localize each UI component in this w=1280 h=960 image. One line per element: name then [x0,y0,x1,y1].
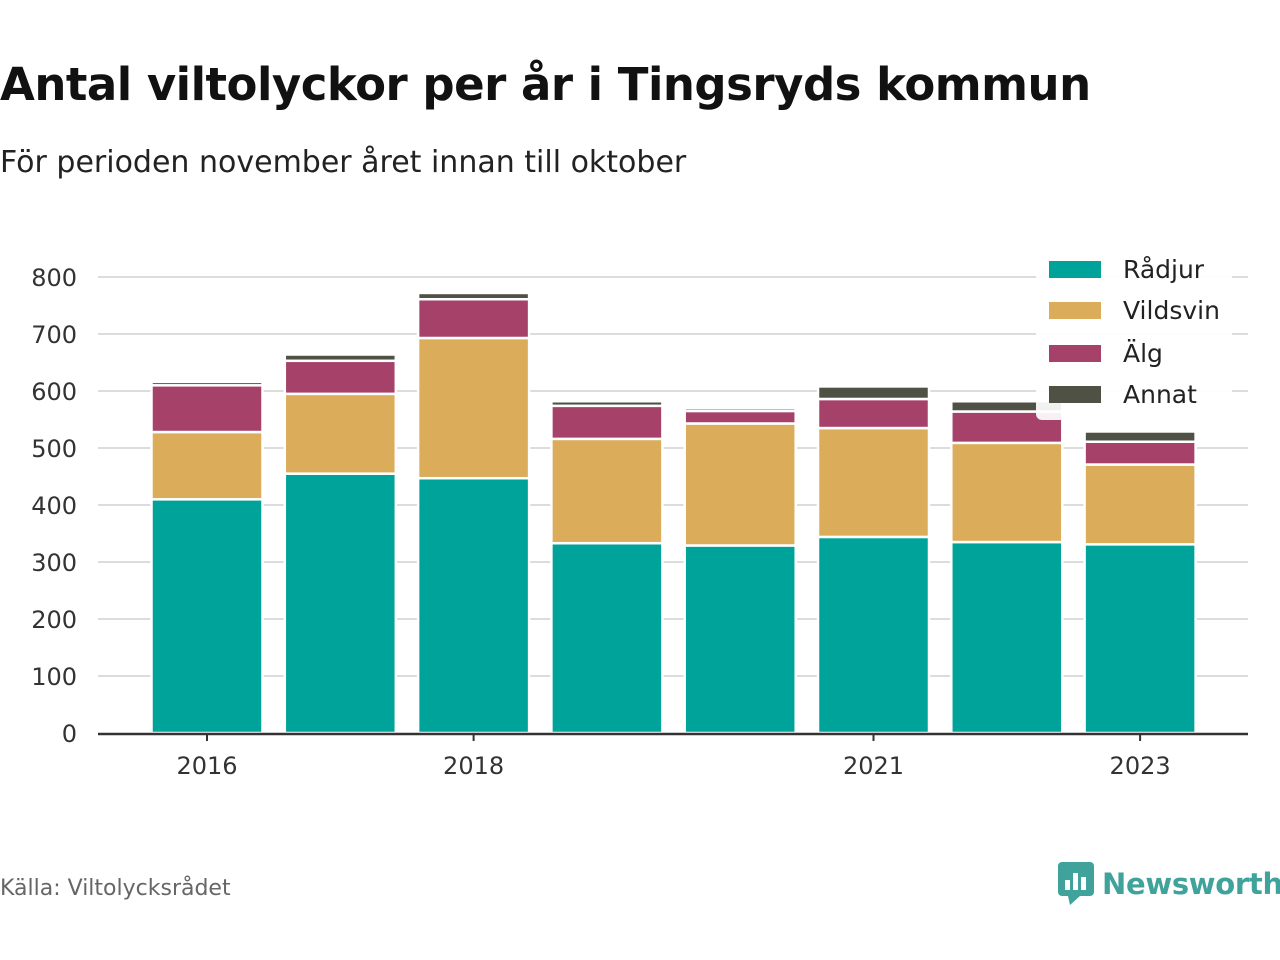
bar-segment-älg-2020 [683,409,797,425]
legend-item-vildsvin[interactable]: Vildsvin [1049,296,1220,325]
y-tick-label: 0 [62,720,77,748]
legend-item-älg[interactable]: Älg [1049,339,1163,368]
y-axis-tick-labels: 0 100 200 300 400 500 600 700 800 [31,264,77,748]
bar-segment-vildsvin-2022 [950,441,1064,544]
legend: Rådjur Vildsvin Älg Annat [1036,250,1232,420]
x-tick-label: 2016 [176,752,237,780]
bar-segment-vildsvin-2016 [150,430,264,501]
legend-label: Annat [1123,380,1197,409]
bar-segment-vildsvin-2017 [283,392,398,475]
bar-segment-rådjur-2021 [816,535,931,735]
bar-segment-vildsvin-2023 [1083,463,1197,546]
newsworthy-logo-icon [1058,862,1094,905]
y-tick-label: 400 [31,492,77,520]
legend-label: Vildsvin [1123,296,1220,325]
legend-item-annat[interactable]: Annat [1049,380,1197,409]
bar-segment-rådjur-2023 [1083,543,1197,735]
legend-background [1036,250,1232,420]
y-tick-label: 100 [31,663,77,691]
bar-segment-älg-2017 [283,359,398,396]
source-note: Källa: Viltolycksrådet [0,876,231,901]
brand-logo[interactable]: Newsworthy [1058,862,1280,906]
legend-swatch [1049,386,1101,403]
bar-segment-annat-2018 [416,291,531,301]
bar-segment-vildsvin-2019 [550,437,664,545]
legend-swatch [1049,302,1101,319]
bars [150,291,1197,735]
bar-segment-rådjur-2022 [950,540,1064,735]
y-tick-label: 600 [31,378,77,406]
chart-subtitle: För perioden november året innan till ok… [0,145,687,180]
x-tick-label: 2023 [1110,752,1171,780]
bar-segment-älg-2021 [816,397,931,430]
y-tick-label: 500 [31,435,77,463]
bar-segment-vildsvin-2021 [816,426,931,539]
bar-segment-älg-2018 [416,297,531,340]
bar-segment-rådjur-2019 [550,541,664,735]
chart-title: Antal viltolyckor per år i Tingsryds kom… [0,58,1091,111]
y-tick-label: 200 [31,606,77,634]
bar-segment-annat-2016 [150,380,264,387]
bar-segment-annat-2017 [283,353,398,363]
bar-segment-älg-2023 [1083,440,1197,466]
x-tick-label: 2021 [843,752,904,780]
bar-segment-rådjur-2017 [283,472,398,735]
bar-segment-älg-2016 [150,384,264,434]
legend-item-rådjur[interactable]: Rådjur [1049,255,1205,284]
brand-name: Newsworthy [1102,867,1280,901]
bar-segment-älg-2019 [550,404,664,441]
legend-swatch [1049,261,1101,278]
y-tick-label: 700 [31,321,77,349]
bar-segment-annat-2020 [683,406,797,413]
legend-label: Älg [1123,339,1163,368]
y-tick-label: 300 [31,549,77,577]
bar-segment-annat-2021 [816,385,931,401]
legend-swatch [1049,345,1101,362]
y-tick-label: 800 [31,264,77,292]
bar-segment-rådjur-2020 [683,544,797,735]
bar-segment-rådjur-2016 [150,498,264,735]
legend-label: Rådjur [1123,255,1205,284]
x-tick-label: 2018 [443,752,504,780]
bar-segment-vildsvin-2020 [683,422,797,547]
bar-segment-annat-2023 [1083,430,1197,443]
bar-segment-vildsvin-2018 [416,336,531,480]
bar-segment-rådjur-2018 [416,476,531,735]
bar-segment-annat-2019 [550,400,664,408]
x-axis: 2016 2018 2021 2023 [98,732,1248,780]
